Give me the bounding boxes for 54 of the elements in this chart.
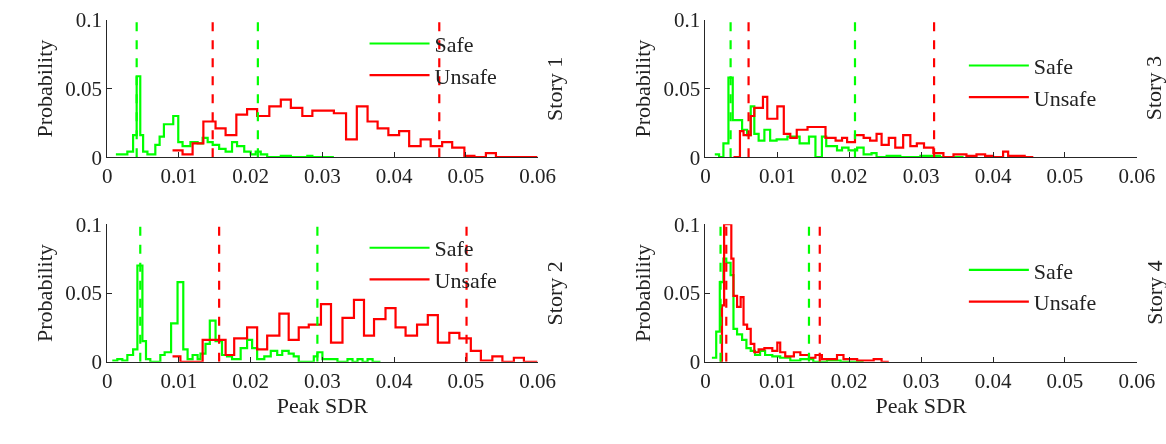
x-tick-label: 0.01 xyxy=(160,369,198,394)
legend-label: Safe xyxy=(434,32,474,58)
y-tick-label: 0.1 xyxy=(75,212,103,237)
x-tick-label: 0.04 xyxy=(974,164,1012,189)
y-tick-label: 0 xyxy=(689,145,701,170)
y-tick-label: 0.1 xyxy=(673,212,701,237)
x-tick-label: 0.05 xyxy=(447,369,485,394)
x-tick-label: 0.06 xyxy=(519,369,556,394)
y-axis-title: Probability xyxy=(32,39,58,138)
x-axis-title: Peak SDR xyxy=(875,393,967,419)
x-tick-label: 0.02 xyxy=(232,369,270,394)
x-tick-label: 0.02 xyxy=(232,164,270,189)
x-tick-label: 0.03 xyxy=(304,164,341,189)
y-tick-label: 0.1 xyxy=(673,8,701,33)
y-axis-title: Probability xyxy=(32,244,58,342)
x-tick-label: 0.03 xyxy=(902,369,940,394)
text: Story 4 xyxy=(1141,260,1166,325)
x-tick-label: 0.04 xyxy=(375,369,413,394)
x-tick-label: 0.03 xyxy=(304,369,341,394)
x-tick-label: 0.04 xyxy=(974,369,1012,394)
y-tick-label: 0.05 xyxy=(663,76,701,101)
x-tick-label: 0.03 xyxy=(902,164,940,189)
y-tick-label: 0 xyxy=(91,350,103,375)
legend-label: Unsafe xyxy=(1033,290,1097,316)
legend-label: Safe xyxy=(434,236,474,262)
text: Story 1 xyxy=(541,56,567,121)
legend-label: Safe xyxy=(1033,258,1073,284)
x-tick-label: 0.05 xyxy=(447,164,485,189)
legend-label: Unsafe xyxy=(434,267,497,293)
x-tick-label: 0.05 xyxy=(1046,164,1084,189)
y-tick-label: 0.1 xyxy=(75,8,103,33)
x-tick-label: 0.04 xyxy=(375,164,413,189)
x-tick-label: 0.06 xyxy=(519,164,556,189)
x-tick-label: 0.06 xyxy=(1118,369,1156,394)
x-tick-label: 0.02 xyxy=(830,369,868,394)
y-tick-label: 0.05 xyxy=(65,76,103,101)
x-tick-label: 0.01 xyxy=(758,164,796,189)
x-axis-title: Peak SDR xyxy=(276,393,369,419)
y-axis-title: Probability xyxy=(630,39,656,138)
x-tick-label: 0.06 xyxy=(1118,164,1156,189)
x-tick-label: 0.02 xyxy=(830,164,868,189)
legend-label: Unsafe xyxy=(1033,85,1097,111)
text: Story 3 xyxy=(1141,56,1166,121)
text: Story 2 xyxy=(542,261,568,326)
legend-label: Unsafe xyxy=(434,63,497,89)
y-axis-title: Probability xyxy=(630,244,656,342)
y-tick-label: 0 xyxy=(689,350,701,375)
y-tick-label: 0.05 xyxy=(663,281,701,306)
x-tick-label: 0.01 xyxy=(758,369,796,394)
legend-label: Safe xyxy=(1033,54,1073,80)
x-tick-label: 0.01 xyxy=(160,164,198,189)
x-tick-label: 0.05 xyxy=(1046,369,1084,394)
y-tick-label: 0.05 xyxy=(65,281,103,306)
y-tick-label: 0 xyxy=(91,145,103,170)
